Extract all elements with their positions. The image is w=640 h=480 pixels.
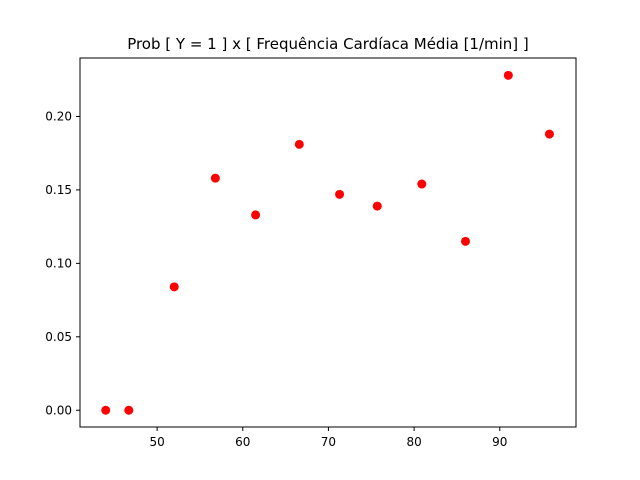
data-point	[101, 405, 111, 415]
data-point	[210, 173, 220, 183]
x-tick-label: 70	[321, 435, 336, 449]
data-point	[460, 236, 470, 246]
data-point	[544, 129, 554, 139]
x-tick-label: 90	[492, 435, 507, 449]
data-point	[335, 189, 345, 199]
data-point	[169, 282, 179, 292]
y-axis: 0.00 0.05 0.10 0.15 0.20	[45, 109, 80, 417]
y-tick-label: 0.05	[45, 330, 72, 344]
x-tick-label: 80	[406, 435, 421, 449]
plot-area-frame	[79, 57, 577, 428]
y-tick-label: 0.10	[45, 256, 72, 270]
data-points	[101, 70, 554, 415]
y-tick-label: 0.00	[45, 403, 72, 417]
x-axis: 50 60 70 80 90	[149, 427, 507, 449]
chart-title: Prob [ Y = 1 ] x [ Frequência Cardíaca M…	[127, 35, 529, 53]
data-point	[503, 70, 513, 80]
x-tick-label: 50	[149, 435, 164, 449]
y-tick-label: 0.20	[45, 109, 72, 123]
data-point	[372, 201, 382, 211]
data-point	[251, 210, 261, 220]
data-point	[417, 179, 427, 189]
x-tick-label: 60	[235, 435, 250, 449]
data-point	[124, 405, 134, 415]
data-point	[294, 139, 304, 149]
y-tick-label: 0.15	[45, 183, 72, 197]
